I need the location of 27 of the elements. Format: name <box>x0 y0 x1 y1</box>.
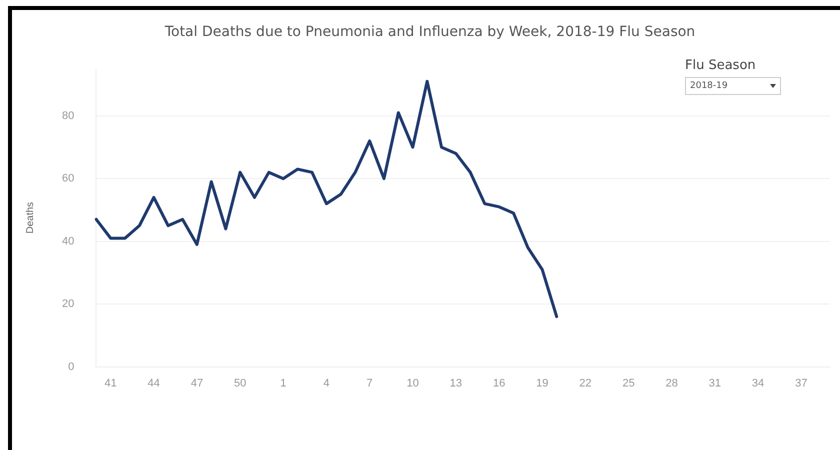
x-tick-label: 34 <box>752 377 764 390</box>
x-tick-label: 50 <box>234 377 246 390</box>
x-tick-label: 44 <box>148 377 160 390</box>
x-tick-label: 22 <box>579 377 592 390</box>
x-tick-label: 28 <box>666 377 678 390</box>
annotation: 2018-19 <box>690 81 728 91</box>
x-tick-label: 41 <box>104 377 117 390</box>
y-tick-label: 20 <box>62 298 74 310</box>
y-tick-label: 40 <box>62 235 74 248</box>
chart-title: Total Deaths due to Pneumonia and Influenza by Week, 2018-19 Flu Season <box>164 24 696 40</box>
x-tick-label: 16 <box>492 377 506 390</box>
x-tick-label: 10 <box>406 377 419 390</box>
dropdown-field: 2018-19 <box>685 77 781 95</box>
annotation: Flu Season <box>685 58 757 73</box>
x-tick-label: 13 <box>450 377 462 390</box>
y-tick-label: 0 <box>68 360 74 373</box>
x-tick-label: 7 <box>366 377 373 390</box>
x-tick-label: 31 <box>708 377 722 390</box>
x-tick-label: 25 <box>622 377 635 390</box>
x-tick-label: 4 <box>323 377 330 390</box>
x-tick-label: 37 <box>795 377 808 390</box>
x-tick-label: 47 <box>190 377 204 390</box>
y-tick-label: 80 <box>62 110 74 122</box>
x-tick-label: 1 <box>280 377 286 390</box>
x-tick-label: 19 <box>536 377 548 390</box>
y-axis-title: Deaths <box>24 202 36 234</box>
y-tick-label: 60 <box>62 172 74 185</box>
